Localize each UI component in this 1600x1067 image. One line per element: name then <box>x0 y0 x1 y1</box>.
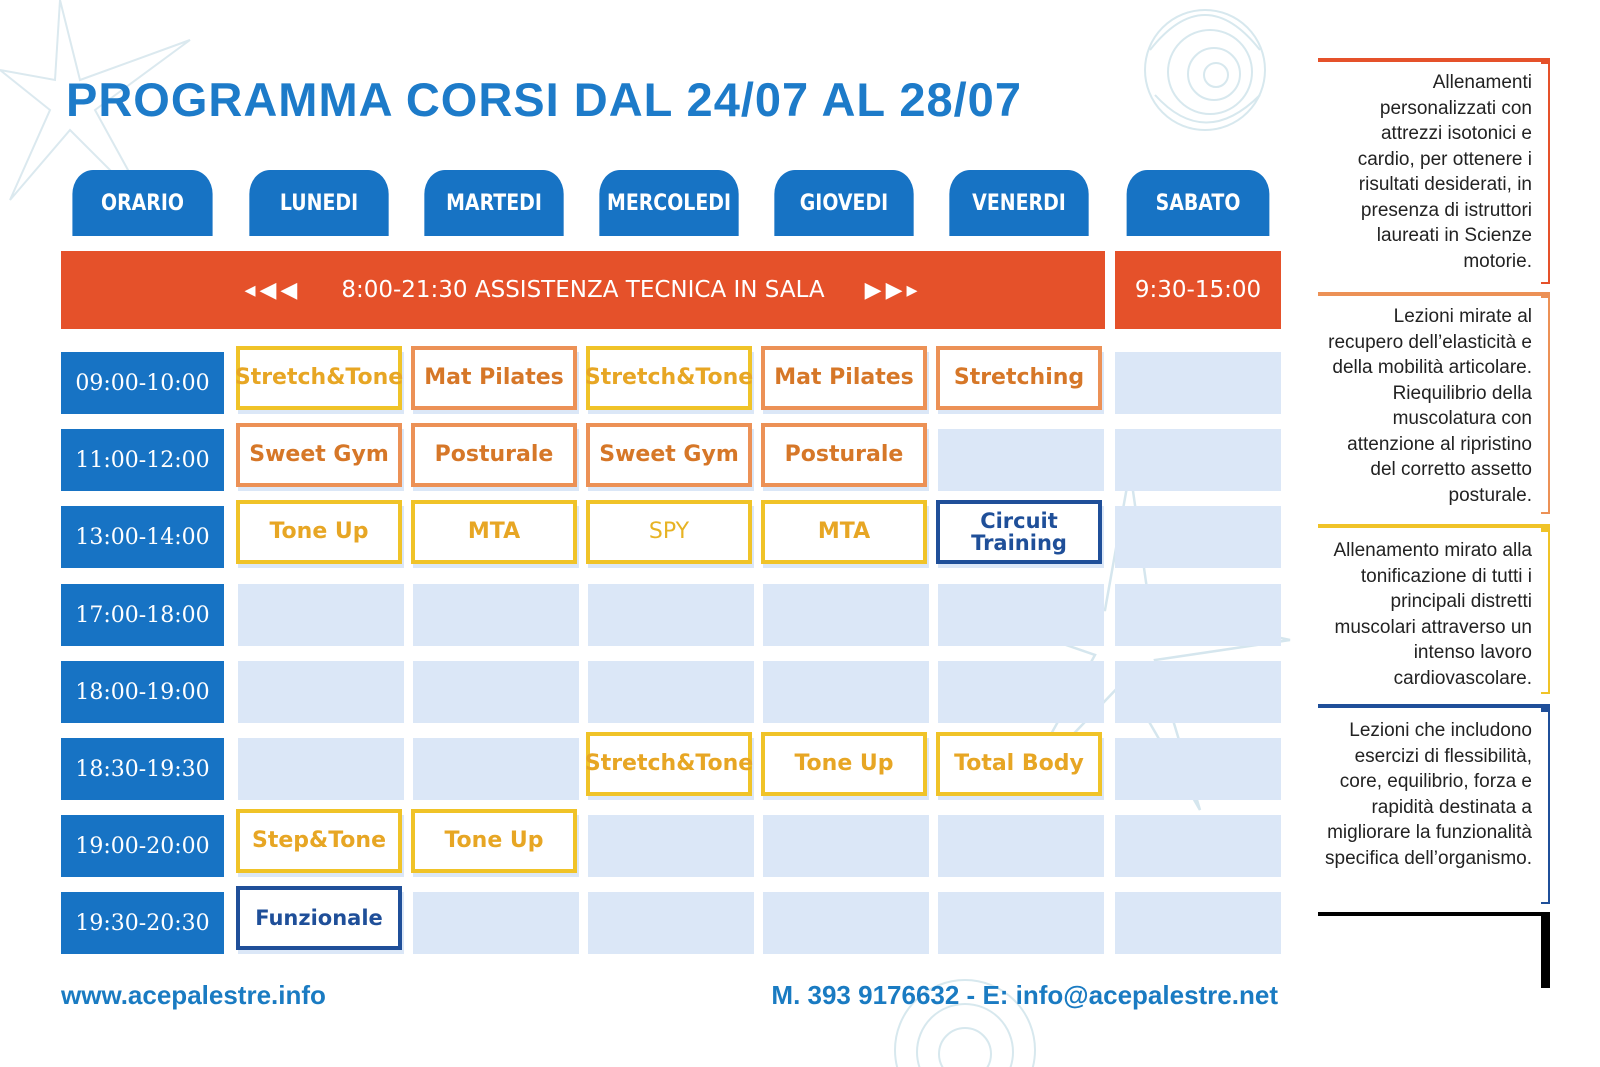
website-link[interactable]: www.acepalestre.info <box>61 980 326 1010</box>
schedule-cell <box>588 815 754 877</box>
description-gym: Allenamenti personalizzati con attrezzi … <box>1318 64 1548 282</box>
course-block[interactable]: Mat Pilates <box>411 346 577 410</box>
description-tonificazione: Allenamento mirato alla tonificazione di… <box>1318 532 1548 692</box>
course-block[interactable]: Stretch&Tone <box>585 346 753 410</box>
course-block[interactable]: Posturale <box>761 423 927 487</box>
seashell-decoration <box>894 979 1036 1067</box>
schedule-cell <box>763 892 929 954</box>
header-day-lunedi: LUNEDI <box>249 170 389 236</box>
description-divider <box>1318 704 1550 708</box>
schedule-cell <box>938 584 1104 646</box>
schedule-cell <box>1115 352 1281 414</box>
schedule-cell <box>413 584 579 646</box>
schedule-cell <box>938 892 1104 954</box>
schedule-cell <box>413 661 579 723</box>
time-slot: 19:00-20:00 <box>61 815 224 877</box>
schedule-cell <box>1115 661 1281 723</box>
schedule-cell <box>1115 584 1281 646</box>
time-slot: 18:00-19:00 <box>61 661 224 723</box>
header-day-venerdi: VENERDI <box>949 170 1089 236</box>
schedule-cell <box>938 815 1104 877</box>
header-day-martedi: MARTEDI <box>424 170 564 236</box>
course-block[interactable]: Total Body <box>936 732 1102 796</box>
description-funzionale: Lezioni che includono esercizi di flessi… <box>1318 712 1548 902</box>
course-block[interactable]: Funzionale <box>236 886 402 950</box>
schedule-cell <box>763 815 929 877</box>
header-day-sabato: SABATO <box>1126 170 1270 236</box>
course-block[interactable]: Tone Up <box>236 500 402 564</box>
description-posturale: Lezioni mirate al recupero dell’elastici… <box>1318 298 1548 512</box>
course-block[interactable]: MTA <box>411 500 577 564</box>
course-block[interactable]: Tone Up <box>761 732 927 796</box>
schedule-cell <box>763 661 929 723</box>
course-block[interactable]: Posturale <box>411 423 577 487</box>
assistance-banner: ◂◀◀ 8:00-21:30 ASSISTENZA TECNICA IN SAL… <box>61 251 1105 329</box>
time-slot: 11:00-12:00 <box>61 429 224 491</box>
schedule-cell <box>938 429 1104 491</box>
course-block[interactable]: Mat Pilates <box>761 346 927 410</box>
schedule-cell <box>588 892 754 954</box>
schedule-cell <box>1115 892 1281 954</box>
schedule-cell <box>238 738 404 800</box>
time-slot: 09:00-10:00 <box>61 352 224 414</box>
schedule-cell <box>413 892 579 954</box>
description-divider <box>1318 292 1550 296</box>
schedule-cell <box>1115 815 1281 877</box>
course-block[interactable]: Tone Up <box>411 809 577 873</box>
description-divider <box>1318 912 1550 916</box>
description-divider <box>1318 58 1550 62</box>
description-divider <box>1318 524 1550 528</box>
time-slot: 19:30-20:30 <box>61 892 224 954</box>
course-block[interactable]: Sweet Gym <box>586 423 752 487</box>
banner-text: 8:00-21:30 ASSISTENZA TECNICA IN SALA <box>341 277 825 303</box>
schedule-cell <box>1115 429 1281 491</box>
header-day-mercoledi: MERCOLEDI <box>599 170 739 236</box>
schedule-cell <box>763 584 929 646</box>
course-block[interactable]: Circuit Training <box>936 500 1102 564</box>
course-block[interactable]: Step&Tone <box>236 809 402 873</box>
schedule-cell <box>413 738 579 800</box>
course-block[interactable]: Sweet Gym <box>236 423 402 487</box>
course-block[interactable]: Stretch&Tone <box>235 346 403 410</box>
left-arrows-icon: ◂◀◀ <box>244 277 302 303</box>
time-slot: 17:00-18:00 <box>61 584 224 646</box>
schedule-cell <box>588 584 754 646</box>
schedule-cell <box>1115 506 1281 568</box>
contact-info[interactable]: M. 393 9176632 - E: info@acepalestre.net <box>771 980 1278 1010</box>
page-title: PROGRAMMA CORSI DAL 24/07 AL 28/07 <box>66 73 1022 126</box>
seashell-decoration <box>1144 9 1266 131</box>
saturday-hours: 9:30-15:00 <box>1115 251 1281 329</box>
schedule-cell <box>1115 738 1281 800</box>
schedule-cell <box>938 661 1104 723</box>
schedule-cell <box>238 584 404 646</box>
course-block[interactable]: Stretch&Tone <box>585 732 753 796</box>
course-block[interactable]: Stretching <box>936 346 1102 410</box>
course-block[interactable]: MTA <box>761 500 927 564</box>
schedule-cell <box>588 661 754 723</box>
description-accent <box>1541 912 1550 988</box>
time-slot: 18:30-19:30 <box>61 738 224 800</box>
course-block[interactable]: SPY <box>586 500 752 564</box>
header-orario: ORARIO <box>72 170 213 236</box>
time-slot: 13:00-14:00 <box>61 506 224 568</box>
schedule-cell <box>238 661 404 723</box>
header-day-giovedi: GIOVEDI <box>774 170 914 236</box>
right-arrows-icon: ▶▶▸ <box>864 277 922 303</box>
